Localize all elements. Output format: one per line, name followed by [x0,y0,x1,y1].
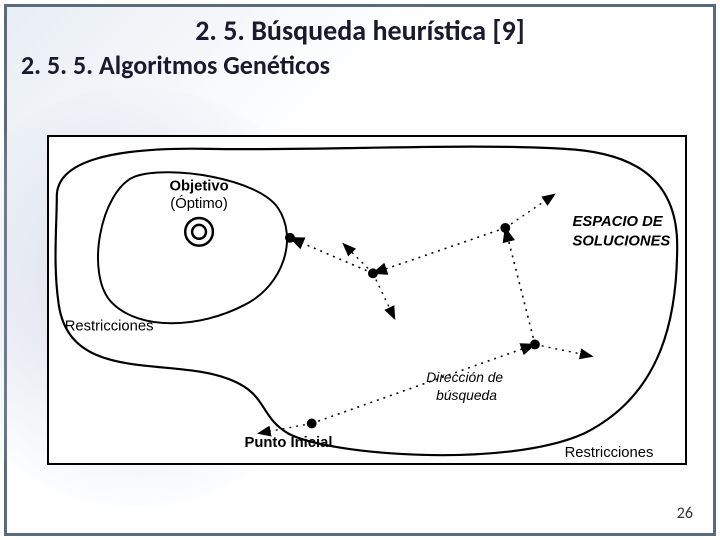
search-path-edges [290,228,535,424]
label-busqueda: búsqueda [436,387,497,403]
diagram-container: Objetivo (Óptimo) Restricciones ESPACIO … [47,135,687,465]
node-p3 [368,268,378,278]
edge-p2-p3 [373,228,505,273]
edge-p1-p2 [505,228,535,345]
search-space-diagram: Objetivo (Óptimo) Restricciones ESPACIO … [49,137,685,463]
label-restricciones-left: Restricciones [65,319,154,335]
label-soluciones: SOLUCIONES [572,234,670,250]
label-punto-inicial: Punto Inicial [245,435,333,451]
probe-arrow-3 [373,273,395,318]
label-restricciones-bottom: Restricciones [565,445,654,461]
node-p0 [307,419,317,429]
label-direccion: Dirección de [426,369,503,385]
label-optimo: (Óptimo) [170,195,228,212]
slide-title: 2. 5. Búsqueda heurística [9] [7,13,713,48]
node-p2 [500,223,510,233]
search-nodes [285,223,540,428]
probe-arrows [258,194,592,433]
probe-arrow-1 [535,344,592,356]
probe-arrow-4 [343,244,373,274]
edge-p3-p4 [290,238,373,274]
inner-blob [98,172,287,323]
label-objetivo: Objetivo [169,178,228,194]
slide-frame: 2. 5. Búsqueda heurística [9] 2. 5. 5. A… [4,4,716,536]
slide-subtitle: 2. 5. 5. Algoritmos Genéticos [21,49,330,81]
page-number: 26 [677,504,693,523]
probe-arrow-2 [505,194,554,228]
label-espacio: ESPACIO DE [572,214,663,230]
node-p1 [530,340,540,350]
outer-blob [56,147,678,456]
objective-target-icon [185,218,213,246]
node-p4 [285,233,295,243]
